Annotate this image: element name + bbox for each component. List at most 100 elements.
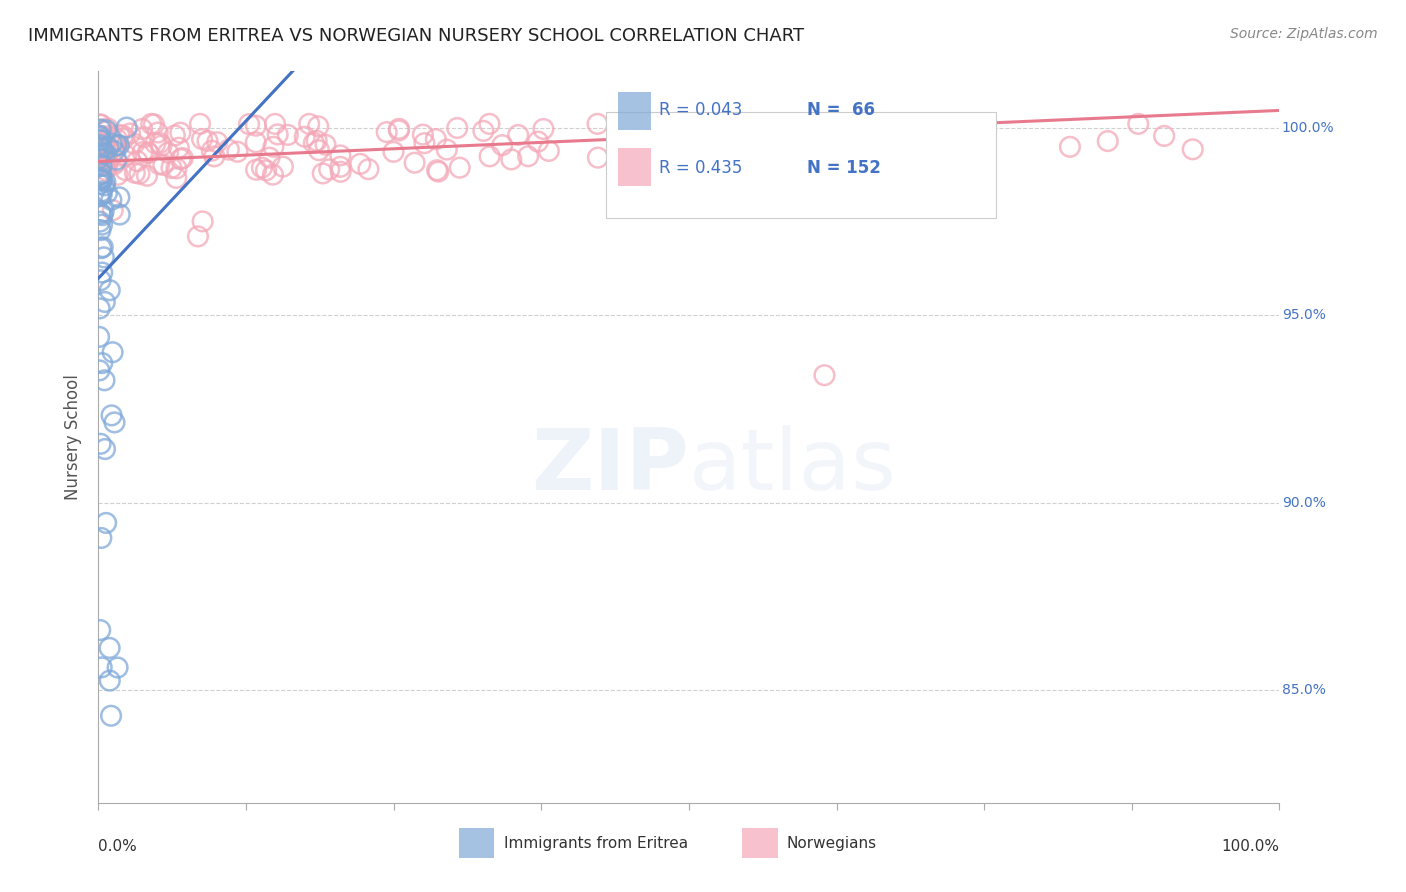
Point [250,161,273,175]
Point [90,167,112,181]
Point [93,145,115,160]
Point [329,165,352,179]
Point [87,177,110,191]
Point [146,126,169,140]
Point [527,135,550,149]
Point [298,117,321,131]
Point [638,117,661,131]
Point [96,123,118,137]
Point [89,158,111,172]
Point [89,172,111,186]
Point [90,122,112,136]
Text: 90.0%: 90.0% [1282,496,1326,509]
FancyBboxPatch shape [606,112,995,218]
Point [141,117,163,131]
Point [254,163,277,178]
Text: Immigrants from Eritrea: Immigrants from Eritrea [503,836,688,851]
Point [218,143,240,157]
Point [91,266,114,280]
Point [172,151,194,165]
Point [1181,142,1204,156]
Point [586,117,609,131]
Point [105,138,128,153]
Point [111,128,134,143]
Point [427,164,450,178]
Point [91,208,114,222]
Point [1153,128,1175,143]
Point [491,138,513,153]
Point [93,373,115,387]
Point [136,169,159,183]
Point [93,178,115,193]
Point [318,162,340,177]
Point [101,203,124,218]
Point [245,119,267,133]
Text: 95.0%: 95.0% [1282,308,1326,322]
Point [87,189,110,203]
Point [1097,134,1119,148]
Point [264,117,287,131]
Point [132,130,155,145]
Point [89,363,111,377]
Point [103,416,125,430]
Y-axis label: Nursery School: Nursery School [65,374,83,500]
Point [89,623,111,637]
Point [169,126,191,140]
Point [90,437,112,451]
Point [537,144,560,158]
Point [98,640,121,655]
Point [813,368,835,383]
Point [100,136,122,151]
Point [388,121,411,136]
Point [533,122,555,136]
Point [124,166,146,180]
Point [661,117,683,131]
Point [87,137,110,152]
Point [262,140,284,154]
Point [90,241,112,255]
Point [624,117,647,131]
Point [302,136,325,150]
Point [683,117,706,131]
Point [167,141,190,155]
Point [659,117,682,131]
Point [96,121,118,136]
Point [115,149,138,163]
Point [329,148,352,162]
Point [91,128,114,143]
Point [754,136,776,151]
Point [97,140,120,154]
Point [436,143,458,157]
Point [305,134,328,148]
Text: atlas: atlas [689,425,897,508]
Point [145,136,167,151]
Point [138,145,160,160]
Point [1059,140,1081,154]
Point [94,516,117,530]
Point [349,157,371,171]
Point [97,153,120,167]
Point [157,145,180,160]
Point [312,166,335,180]
Point [89,137,111,152]
Point [271,160,294,174]
Point [188,117,211,131]
Point [90,273,112,287]
Point [100,409,122,423]
Point [90,173,112,187]
Point [122,136,145,151]
Text: ZIP: ZIP [531,425,689,508]
Point [449,161,471,175]
Point [112,132,135,146]
Point [307,120,329,134]
Point [108,190,131,204]
Point [142,117,165,131]
Point [131,145,153,160]
Point [91,154,114,169]
Bar [458,829,494,858]
Point [226,145,249,159]
Point [89,117,111,131]
Point [91,240,114,254]
Point [89,223,111,237]
Point [89,301,111,316]
